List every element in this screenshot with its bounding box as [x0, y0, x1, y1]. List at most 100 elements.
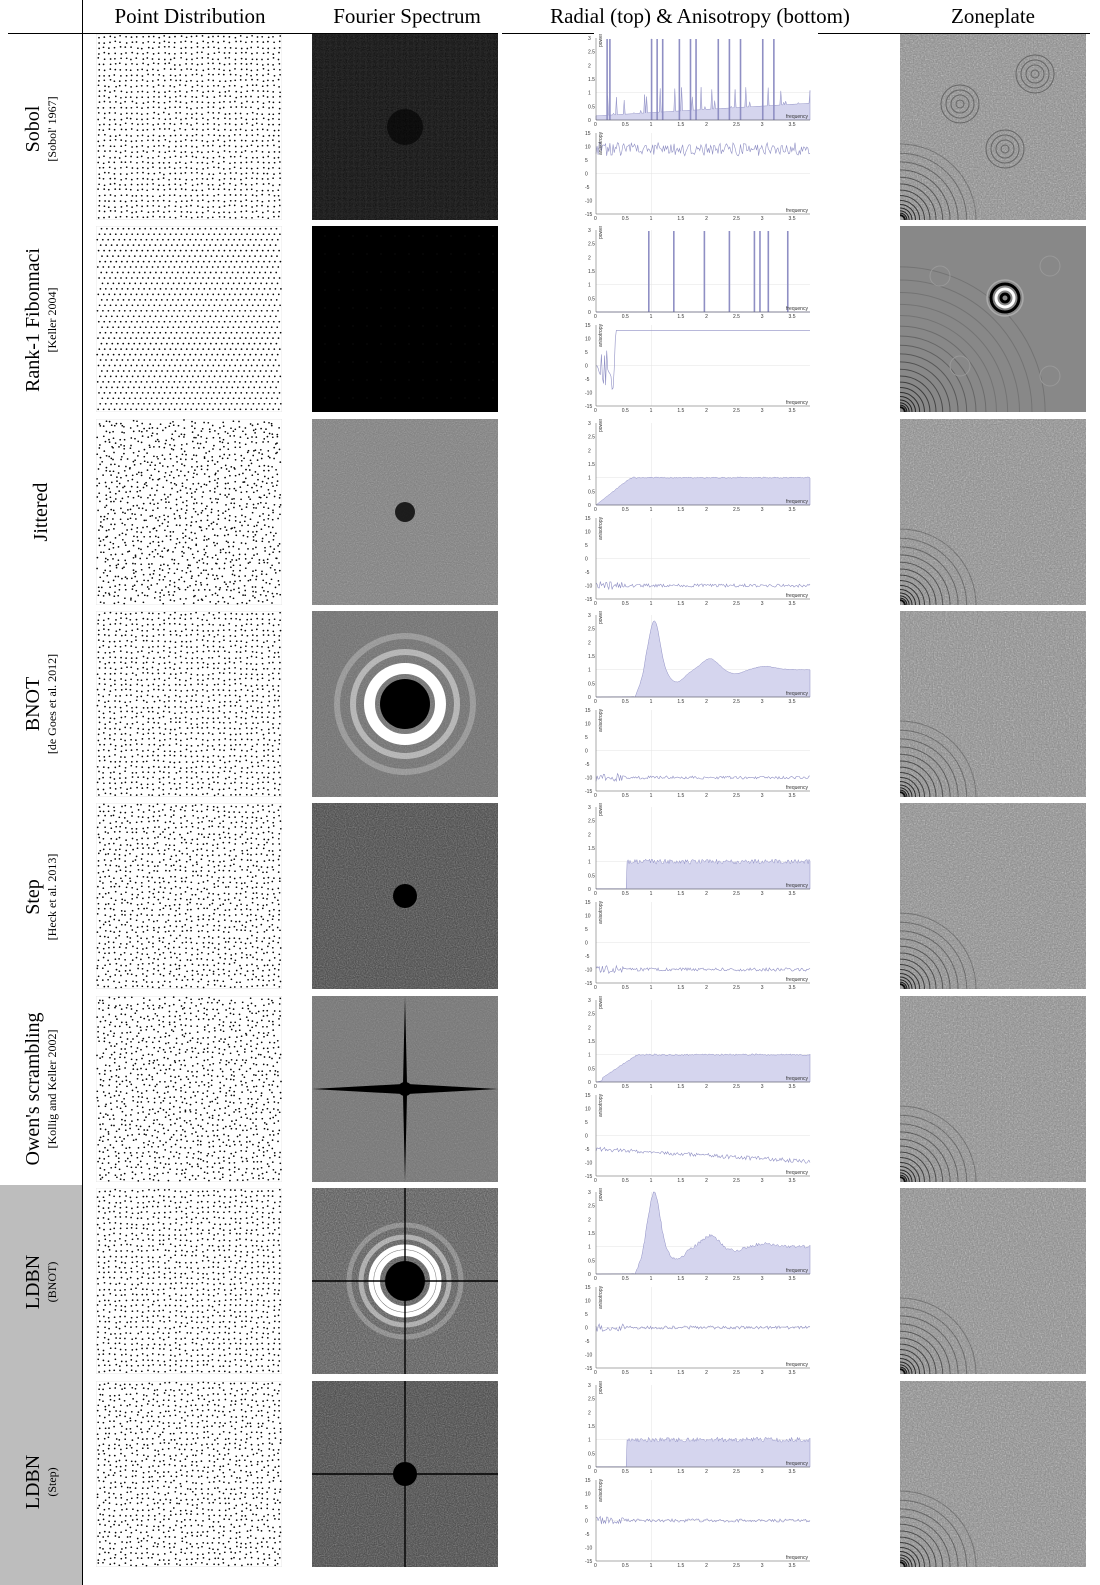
power-axis-label: power [598, 611, 604, 624]
fourier-spectrum-panel [312, 1188, 498, 1374]
anisotropy-tick-label: 15 [585, 131, 591, 137]
row-label-text: Step [Heck et al. 2013] [22, 853, 60, 940]
row-name: BNOT [22, 676, 44, 732]
power-tick-label: 0.5 [588, 104, 595, 110]
anisotropy-axis-label: anisotropy [598, 1285, 604, 1309]
power-tick-label: 3 [588, 421, 591, 427]
row-label-1: Rank-1 Fibonnaci [Keller 2004] [0, 223, 82, 416]
radial-x-tick-label: 2 [705, 314, 708, 320]
power-tick-label: 0 [588, 118, 591, 124]
frequency-axis-label: frequency [786, 977, 808, 983]
anisotropy-x-tick-label: 3.5 [789, 1370, 796, 1374]
anisotropy-x-tick-label: 2.5 [733, 1563, 740, 1567]
anisotropy-x-tick-label: 2 [705, 1178, 708, 1182]
radial-x-tick-label: 2.5 [733, 122, 740, 128]
anisotropy-x-tick-label: 2.5 [733, 985, 740, 989]
radial-x-tick-label: 0.5 [622, 699, 629, 705]
radial-x-tick-label: 0 [594, 314, 597, 320]
anisotropy-x-tick-label: 0.5 [622, 216, 629, 220]
power-tick-label: 3 [588, 36, 591, 42]
row-name: LDBN [22, 1454, 44, 1509]
anisotropy-tick-label: 10 [585, 145, 591, 151]
radial-x-tick-label: 3.5 [789, 1276, 796, 1282]
power-tick-label: 3 [588, 1383, 591, 1389]
radial-x-tick-label: 3.5 [789, 1084, 796, 1090]
power-tick-label: 2.5 [588, 1204, 595, 1210]
anisotropy-tick-label: 15 [585, 900, 591, 906]
fourier-spectrum-panel [312, 419, 498, 605]
power-tick-label: 2 [588, 1025, 591, 1031]
anisotropy-x-tick-label: 0.5 [622, 1178, 629, 1182]
anisotropy-tick-label: 10 [585, 337, 591, 343]
radial-x-tick-label: 1 [650, 891, 653, 897]
radial-x-tick-label: 2 [705, 891, 708, 897]
radial-anisotropy-chart: 3 2.5 2 1.5 1 0.5 0 15 10 5 0 -5 -10 -15 0 0 0.5 0.5 1 1 1.5… [584, 803, 816, 989]
power-tick-label: 0 [588, 695, 591, 701]
point-distribution-panel-svg [96, 996, 282, 1182]
radial-x-tick-label: 2.5 [733, 1084, 740, 1090]
row-label-5: Owen's scrambling [Kollig and Keller 2002… [0, 993, 82, 1185]
anisotropy-tick-label: -10 [585, 584, 592, 590]
radial-x-tick-label: 3.5 [789, 507, 796, 513]
anisotropy-tick-label: -5 [585, 185, 590, 191]
anisotropy-x-tick-label: 0 [594, 408, 597, 412]
anisotropy-tick-label: 15 [585, 708, 591, 714]
anisotropy-tick-label: 0 [585, 364, 588, 370]
radial-anisotropy-chart-svg: 32.521.510.50151050-5-10-15000.50.5111.5… [585, 611, 811, 797]
header-point-distribution: Point Distribution [114, 4, 266, 28]
power-tick-label: 1 [588, 860, 591, 866]
anisotropy-x-tick-label: 0.5 [622, 1370, 629, 1374]
radial-x-tick-label: 0 [594, 1084, 597, 1090]
power-tick-label: 0 [588, 1080, 591, 1086]
fourier-spectrum-panel-svg [312, 1381, 498, 1567]
radial-x-tick-label: 3.5 [789, 891, 796, 897]
anisotropy-x-tick-label: 3 [761, 985, 764, 989]
anisotropy-x-tick-label: 1.5 [677, 1370, 684, 1374]
frequency-axis-label: frequency [786, 1461, 808, 1467]
anisotropy-x-tick-label: 0.5 [622, 793, 629, 797]
frequency-axis-label: frequency [786, 306, 808, 312]
anisotropy-x-tick-label: 3 [761, 408, 764, 412]
frequency-axis-label: frequency [786, 1170, 808, 1176]
zoneplate-panel-svg [900, 611, 1086, 797]
anisotropy-tick-label: 15 [585, 323, 591, 329]
fourier-spectrum-panel [312, 803, 498, 989]
power-tick-label: 3 [588, 1190, 591, 1196]
anisotropy-tick-label: -15 [585, 981, 592, 987]
frequency-axis-label: frequency [786, 400, 808, 406]
anisotropy-tick-label: 5 [585, 1120, 588, 1126]
header-rule-right [818, 33, 1090, 34]
anisotropy-x-tick-label: 1 [650, 1370, 653, 1374]
anisotropy-x-tick-label: 1.5 [677, 1178, 684, 1182]
anisotropy-tick-label: 0 [585, 749, 588, 755]
radial-anisotropy-chart-svg: 32.521.510.50151050-5-10-15000.50.5111.5… [585, 996, 811, 1182]
point-distribution-panel [96, 226, 282, 412]
fourier-spectrum-panel-svg [312, 996, 498, 1182]
point-distribution-panel-svg [96, 34, 282, 220]
anisotropy-tick-label: -15 [585, 212, 592, 218]
radial-x-tick-label: 3 [761, 314, 764, 320]
row-label-7: LDBN (Step) [0, 1378, 82, 1585]
anisotropy-tick-label: 10 [585, 1107, 591, 1113]
anisotropy-x-tick-label: 0.5 [622, 1563, 629, 1567]
power-tick-label: 1.5 [588, 1039, 595, 1045]
anisotropy-x-tick-label: 3.5 [789, 1563, 796, 1567]
anisotropy-x-tick-label: 0 [594, 1178, 597, 1182]
anisotropy-x-tick-label: 0.5 [622, 408, 629, 412]
radial-x-tick-label: 3 [761, 1276, 764, 1282]
radial-x-tick-label: 1 [650, 1276, 653, 1282]
row-label-text: Owen's scrambling [Kollig and Keller 2002… [22, 1012, 60, 1165]
power-tick-label: 1.5 [588, 654, 595, 660]
anisotropy-tick-label: 10 [585, 914, 591, 920]
anisotropy-x-tick-label: 1 [650, 793, 653, 797]
point-distribution-panel-svg [96, 1188, 282, 1374]
anisotropy-tick-label: -15 [585, 597, 592, 603]
power-tick-label: 0 [588, 887, 591, 893]
point-distribution-panel [96, 803, 282, 989]
anisotropy-x-tick-label: 2 [705, 601, 708, 605]
power-axis-label: power [598, 419, 604, 432]
row-citation: [Sobol' 1967] [45, 95, 59, 162]
anisotropy-tick-label: -5 [585, 570, 590, 576]
power-tick-label: 1 [588, 1053, 591, 1059]
anisotropy-tick-label: -10 [585, 1161, 592, 1167]
